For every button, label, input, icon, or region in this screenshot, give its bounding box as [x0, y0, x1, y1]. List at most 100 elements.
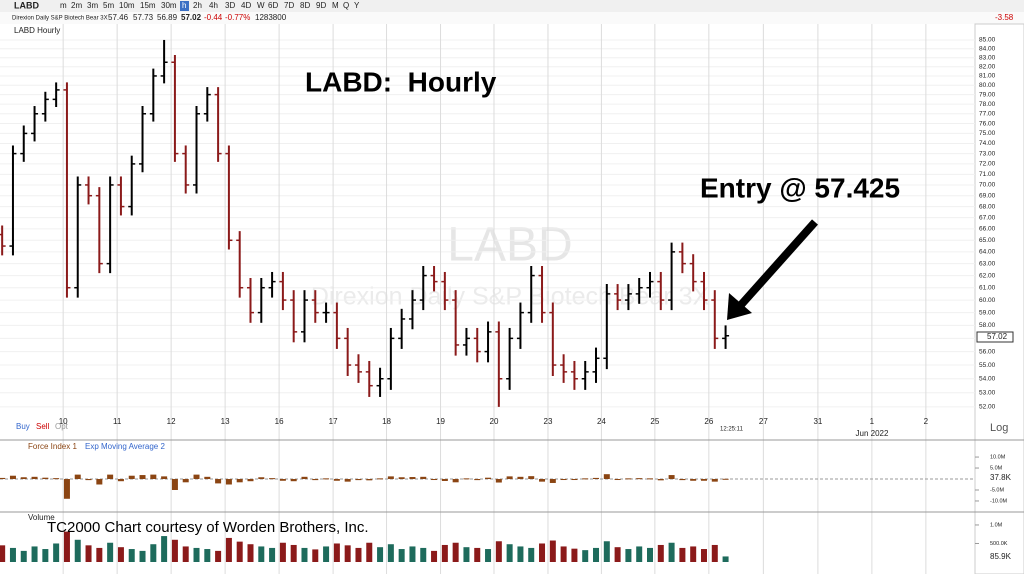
quote-open: 57.46: [108, 13, 129, 22]
volume-bar: [517, 546, 524, 562]
volume-bar: [204, 549, 211, 562]
y-tick-label: 69.00: [979, 192, 996, 199]
watermark: LABD: [447, 219, 572, 272]
volume-bar: [452, 542, 459, 562]
force-bar: [398, 477, 405, 480]
x-tick-label: 16: [275, 417, 284, 426]
volume-panel: 1.0M 500.0K: [0, 522, 1008, 562]
volume-bar: [409, 546, 416, 562]
toolbar: [0, 0, 1024, 12]
interval-button[interactable]: 2m: [71, 1, 82, 10]
interval-button[interactable]: 15m: [140, 1, 156, 10]
force-bar: [593, 477, 600, 480]
interval-button[interactable]: 4h: [209, 1, 218, 10]
force-bar: [20, 477, 27, 480]
volume-bar: [506, 544, 513, 562]
force-bar: [139, 475, 146, 480]
interval-button[interactable]: 9D: [316, 1, 326, 10]
interval-button[interactable]: W: [257, 1, 265, 10]
interval-button[interactable]: 3D: [225, 1, 235, 10]
interval-button[interactable]: 7D: [284, 1, 294, 10]
volume-bar: [150, 544, 157, 562]
interval-button[interactable]: 10m: [119, 1, 135, 10]
volume-bar: [258, 546, 265, 562]
force-bar: [485, 477, 492, 480]
volume-bar: [96, 547, 103, 562]
buy-button[interactable]: Buy: [16, 422, 30, 431]
force-bar: [355, 479, 362, 481]
y-tick-label: 79.00: [979, 91, 996, 98]
sell-button[interactable]: Sell: [36, 422, 50, 431]
last-price-box: [976, 331, 1014, 343]
quote-low: 56.89: [157, 13, 178, 22]
y-tick-label: -10.0M: [990, 498, 1008, 504]
force-bar: [560, 479, 567, 481]
x-tick-label: 20: [490, 417, 499, 426]
volume-bar: [9, 547, 16, 562]
credit: TC2000 Chart courtesy of Worden Brothers…: [47, 519, 369, 536]
interval-button[interactable]: Q: [343, 1, 349, 10]
force-bar: [668, 475, 675, 480]
interval-button[interactable]: 30m: [161, 1, 177, 10]
interval-button[interactable]: 2h: [193, 1, 202, 10]
y-tick-label: 62.00: [979, 272, 996, 279]
volume-bar: [182, 546, 189, 562]
force-bar: [193, 474, 200, 480]
y-tick-label: 80.00: [979, 82, 996, 89]
volume-bar: [582, 550, 589, 562]
y-tick-label: -5.0M: [990, 487, 1004, 493]
interval-button[interactable]: h: [182, 1, 186, 10]
y-tick-label: 65.00: [979, 237, 996, 244]
volume-bar: [333, 543, 340, 562]
quote-change: -0.44: [204, 13, 223, 22]
volume-bar: [625, 549, 632, 562]
y-tick-label: 81.00: [979, 73, 996, 80]
force-bar: [9, 475, 16, 480]
force-bar: [539, 479, 546, 482]
volume-bar: [387, 544, 394, 562]
volume-bar: [614, 547, 621, 562]
force-bar: [722, 478, 729, 480]
interval-button[interactable]: 4D: [241, 1, 251, 10]
interval-button[interactable]: 5m: [103, 1, 114, 10]
x-tick-label: 26: [704, 417, 713, 426]
time: 12:25:11: [720, 427, 744, 433]
force-bar: [333, 479, 340, 481]
quote-bar: [0, 12, 1024, 24]
interval-button[interactable]: 8D: [300, 1, 310, 10]
interval-button[interactable]: Y: [354, 1, 360, 10]
interval-button[interactable]: m: [60, 1, 67, 10]
x-tick-label: 24: [597, 417, 606, 426]
force-bar: [301, 476, 308, 480]
force-bar: [290, 479, 297, 482]
y-tick-label: 61.00: [979, 284, 996, 291]
volume-bar: [53, 543, 60, 562]
volume-bar: [441, 544, 448, 562]
volume-bar: [463, 547, 470, 562]
force-bar: [247, 479, 254, 482]
interval-button[interactable]: M: [332, 1, 339, 10]
y-tick-label: 52.00: [979, 404, 996, 411]
y-tick-label: 66.00: [979, 226, 996, 233]
force-bar: [96, 479, 103, 485]
log-button[interactable]: Log: [990, 422, 1008, 434]
volume-bar: [323, 546, 330, 562]
volume-bar: [668, 542, 675, 562]
force-bar: [625, 478, 632, 480]
symbol[interactable]: LABD: [14, 0, 39, 10]
volume-bar: [269, 547, 276, 562]
opt-button[interactable]: Opt: [55, 422, 69, 431]
volume-bar: [128, 549, 135, 562]
x-tick-label: 27: [759, 417, 768, 426]
y-tick-label: 85.00: [979, 37, 996, 44]
x-tick-label: 23: [544, 417, 553, 426]
y-tick-label: 72.00: [979, 161, 996, 168]
force-bar: [571, 479, 578, 481]
volume-bar: [700, 549, 707, 562]
y-tick-label: 76.00: [979, 120, 996, 127]
interval-button[interactable]: 6D: [268, 1, 278, 10]
force-bar: [377, 478, 384, 480]
force-bar: [679, 479, 686, 481]
x-tick-label: 17: [329, 417, 338, 426]
interval-button[interactable]: 3m: [87, 1, 98, 10]
